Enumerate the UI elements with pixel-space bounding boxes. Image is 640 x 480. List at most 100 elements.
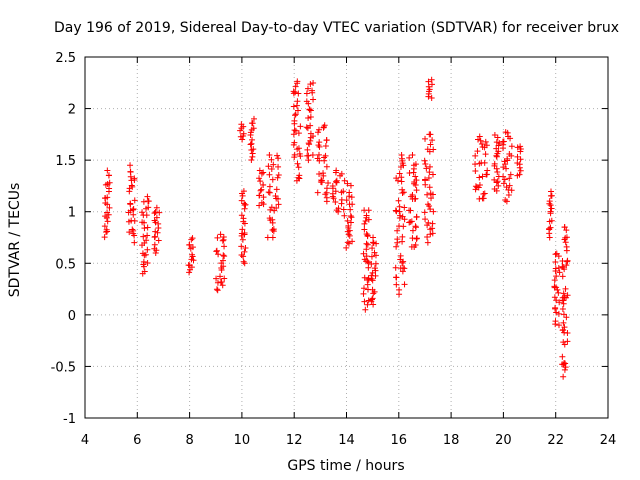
data-point xyxy=(103,214,110,221)
data-point xyxy=(144,232,151,239)
data-point xyxy=(249,136,256,143)
data-point xyxy=(426,131,433,138)
data-point xyxy=(517,146,524,153)
data-point xyxy=(552,267,559,274)
data-point xyxy=(140,212,147,219)
data-point xyxy=(428,76,435,83)
data-point xyxy=(257,178,264,185)
data-point xyxy=(213,248,220,255)
data-point xyxy=(559,258,566,265)
data-point xyxy=(290,131,297,138)
data-point xyxy=(430,146,437,153)
data-point xyxy=(392,207,399,214)
data-point xyxy=(332,198,339,205)
data-point xyxy=(362,306,369,313)
data-point xyxy=(268,156,275,163)
data-point xyxy=(291,117,298,124)
data-point xyxy=(238,121,245,128)
data-point xyxy=(553,284,560,291)
data-point xyxy=(495,148,502,155)
data-point xyxy=(561,224,568,231)
data-point xyxy=(562,285,569,292)
data-point xyxy=(552,304,559,311)
data-point xyxy=(240,258,247,265)
data-point xyxy=(292,89,299,96)
y-axis-ticks: -1 -0.5 0 0.5 1 1.5 2 2.5 xyxy=(51,51,608,427)
data-point xyxy=(338,170,345,177)
data-point xyxy=(555,310,562,317)
data-point xyxy=(345,223,352,230)
data-point xyxy=(256,167,263,174)
data-point xyxy=(105,172,112,179)
data-point xyxy=(517,156,524,163)
data-point xyxy=(152,233,159,240)
data-point xyxy=(260,181,267,188)
data-point xyxy=(256,202,263,209)
data-point xyxy=(360,285,367,292)
data-point xyxy=(257,187,264,194)
data-point xyxy=(140,258,147,265)
data-point xyxy=(506,151,513,158)
data-point xyxy=(361,256,368,263)
data-point xyxy=(295,164,302,171)
data-points xyxy=(101,76,571,380)
data-point xyxy=(290,103,297,110)
data-point xyxy=(425,78,432,85)
data-point xyxy=(507,171,514,178)
data-point xyxy=(546,234,553,241)
data-point xyxy=(564,292,571,299)
data-point xyxy=(427,190,434,197)
data-point xyxy=(275,155,282,162)
data-point xyxy=(185,262,192,269)
data-point xyxy=(239,236,246,243)
data-point xyxy=(409,191,416,198)
data-point xyxy=(343,244,350,251)
data-point xyxy=(363,230,370,237)
data-point xyxy=(130,227,137,234)
x-tick-label: 16 xyxy=(391,433,408,448)
data-point xyxy=(411,178,418,185)
data-point xyxy=(294,160,301,167)
data-point xyxy=(494,134,501,141)
x-axis-ticks: 4 6 8 10 12 14 16 18 20 22 24 xyxy=(81,57,616,448)
data-point xyxy=(102,181,109,188)
data-point xyxy=(307,114,314,121)
data-point xyxy=(422,177,429,184)
data-point xyxy=(495,182,502,189)
data-point xyxy=(310,80,317,87)
data-point xyxy=(131,175,138,182)
data-point xyxy=(427,206,434,213)
data-point xyxy=(347,206,354,213)
data-point xyxy=(294,98,301,105)
data-point xyxy=(476,133,483,140)
data-point xyxy=(514,153,521,160)
data-point xyxy=(241,231,248,238)
data-point xyxy=(310,96,317,103)
data-point xyxy=(560,339,567,346)
data-point xyxy=(430,208,437,215)
data-point xyxy=(140,198,147,205)
data-point xyxy=(315,142,322,149)
data-point xyxy=(494,178,501,185)
y-tick-label: -0.5 xyxy=(51,360,76,375)
data-point xyxy=(348,194,355,201)
data-point xyxy=(556,269,563,276)
data-point xyxy=(144,246,151,253)
data-point xyxy=(220,252,227,259)
data-point xyxy=(103,226,110,233)
data-point xyxy=(332,178,339,185)
data-point xyxy=(318,177,325,184)
data-point xyxy=(409,151,416,158)
data-point xyxy=(296,172,303,179)
data-point xyxy=(127,200,134,207)
data-point xyxy=(493,187,500,194)
data-point xyxy=(241,220,248,227)
data-point xyxy=(145,198,152,205)
data-point xyxy=(346,201,353,208)
data-point xyxy=(260,169,267,176)
data-point xyxy=(333,167,340,174)
data-point xyxy=(412,173,419,180)
data-point xyxy=(412,223,419,230)
data-point xyxy=(493,139,500,146)
grid xyxy=(85,57,608,418)
